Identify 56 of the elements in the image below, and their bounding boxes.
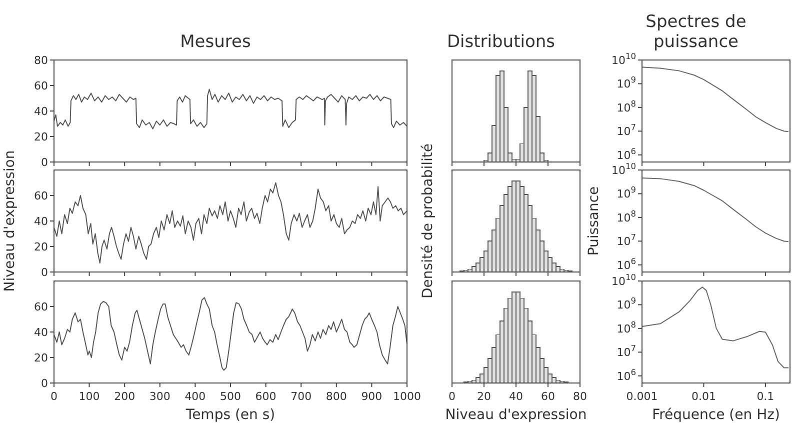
x-tick-label: 500 — [220, 390, 241, 403]
y-tick-label: 80 — [34, 54, 48, 67]
y-tick-label: 20 — [34, 352, 48, 364]
y-axis-title: Puissance — [586, 186, 602, 256]
x-tick-label: 40 — [509, 390, 523, 403]
y-axis-title: Niveau d'expression — [2, 150, 18, 292]
x-tick-label: 100 — [78, 390, 100, 403]
y-tick-label: 0 — [41, 377, 48, 390]
y-tick-label: 10$^{8}$ — [616, 319, 636, 336]
x-tick-label: 80 — [573, 390, 587, 403]
y-tick-label: 10$^{7}$ — [616, 232, 636, 248]
x-axis-title: Niveau d'expression — [445, 407, 587, 423]
y-tick-label: 0 — [41, 266, 48, 279]
x-tick-label: 900 — [361, 390, 382, 403]
y-tick-label: 10$^{6}$ — [616, 146, 636, 162]
chart-title: Distributions — [446, 32, 556, 52]
x-tick-label: 0.1 — [756, 390, 774, 403]
x-tick-label: 600 — [255, 390, 276, 403]
y-tick-label: 10$^{9}$ — [616, 296, 636, 312]
x-tick-label: 800 — [326, 390, 347, 403]
y-tick-label: 40 — [34, 215, 48, 228]
x-tick-label: 200 — [114, 390, 136, 403]
y-tick-label: 60 — [34, 80, 48, 92]
x-tick-label: 0.01 — [691, 390, 716, 403]
x-tick-label: 0 — [448, 390, 456, 403]
x-axis-title: Fréquence (en Hz) — [652, 407, 780, 423]
y-tick-label: 10$^{6}$ — [616, 366, 636, 383]
y-tick-label: 10$^{7}$ — [616, 343, 636, 360]
y-axis-title: Densité de probabilité — [420, 144, 436, 298]
chart-title: Mesures — [179, 32, 252, 52]
y-tick-label: 20 — [34, 240, 48, 254]
y-tick-label: 10$^{10}$ — [612, 161, 636, 177]
chart-title: Spectres de puissance — [644, 12, 748, 52]
y-tick-label: 10$^{8}$ — [616, 208, 636, 224]
y-tick-label: 10$^{10}$ — [612, 272, 636, 288]
x-tick-label: 20 — [477, 390, 491, 403]
x-tick-label: 300 — [149, 390, 170, 403]
x-axis-title: Temps (en s) — [184, 407, 276, 423]
y-tick-label: 10$^{9}$ — [616, 74, 636, 91]
x-tick-label: 0 — [50, 390, 58, 403]
y-tick-label: 60 — [34, 300, 48, 314]
y-tick-label: 20 — [34, 130, 48, 144]
y-tick-label: 40 — [34, 105, 48, 118]
y-tick-label: 10$^{9}$ — [616, 184, 636, 201]
x-tick-label: 60 — [541, 390, 555, 403]
y-tick-label: 10$^{6}$ — [616, 256, 636, 272]
x-tick-label: 0.001 — [626, 390, 658, 403]
y-tick-label: 10$^{7}$ — [616, 122, 636, 138]
x-tick-label: 1000 — [393, 390, 421, 403]
x-tick-label: 400 — [184, 390, 206, 403]
y-tick-label: 60 — [34, 190, 48, 202]
y-tick-label: 0 — [41, 156, 48, 169]
y-tick-label: 10$^{8}$ — [616, 98, 636, 114]
y-tick-label: 10$^{10}$ — [612, 51, 636, 67]
y-tick-label: 40 — [34, 326, 48, 339]
x-tick-label: 700 — [290, 390, 312, 403]
